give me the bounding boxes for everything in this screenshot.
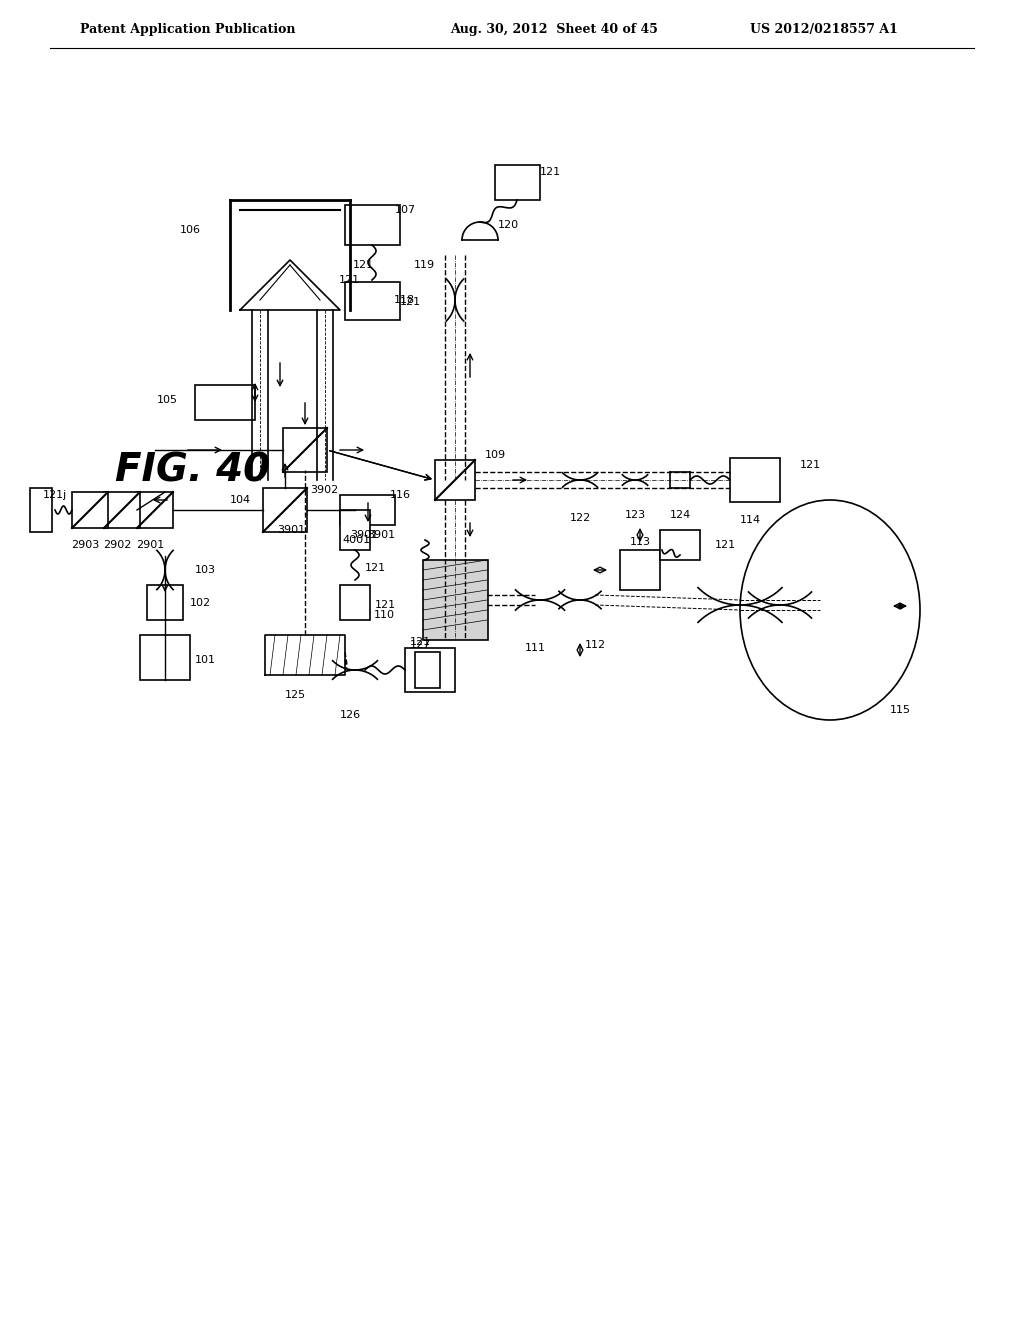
Bar — [340, 585, 370, 620]
Text: 114: 114 — [740, 515, 761, 525]
Polygon shape — [265, 635, 345, 675]
Text: 121: 121 — [353, 260, 374, 271]
Text: 104: 104 — [230, 495, 251, 506]
Bar — [30, 488, 52, 532]
Text: 2901: 2901 — [136, 540, 164, 550]
Text: 119: 119 — [414, 260, 435, 271]
Text: 3901: 3901 — [367, 531, 395, 540]
Text: 120: 120 — [498, 220, 519, 230]
Text: 121: 121 — [410, 638, 431, 647]
Text: FIG. 40: FIG. 40 — [115, 451, 270, 488]
Text: 125: 125 — [285, 690, 305, 700]
Text: 2903: 2903 — [71, 540, 99, 550]
Text: 4001: 4001 — [342, 535, 370, 545]
Text: 107: 107 — [395, 205, 416, 215]
Text: 3901: 3901 — [350, 531, 378, 540]
Text: 102: 102 — [190, 598, 211, 609]
Text: US 2012/0218557 A1: US 2012/0218557 A1 — [750, 24, 898, 37]
Text: Patent Application Publication: Patent Application Publication — [80, 24, 296, 37]
Text: 122: 122 — [569, 513, 591, 523]
Bar — [620, 550, 660, 590]
Text: 121: 121 — [375, 601, 396, 610]
Bar — [140, 635, 190, 680]
Bar — [345, 282, 400, 319]
Text: 121: 121 — [540, 168, 561, 177]
Bar — [72, 492, 108, 528]
Text: 124: 124 — [670, 510, 690, 520]
Text: 126: 126 — [339, 710, 360, 719]
Text: 121: 121 — [800, 459, 821, 470]
Bar — [137, 492, 173, 528]
Bar — [147, 585, 183, 620]
Bar — [660, 531, 700, 560]
Text: 123: 123 — [625, 510, 645, 520]
Text: 2902: 2902 — [102, 540, 131, 550]
Text: 121j: 121j — [43, 490, 68, 500]
Bar — [415, 652, 440, 688]
Bar — [730, 458, 780, 502]
Text: 121: 121 — [339, 275, 360, 285]
Text: 103: 103 — [195, 565, 216, 576]
Bar — [423, 560, 488, 640]
Bar — [345, 205, 400, 246]
Text: 3901: 3901 — [276, 525, 305, 535]
Bar — [406, 648, 455, 692]
Text: 3902: 3902 — [310, 484, 338, 495]
Text: 106: 106 — [179, 224, 201, 235]
Bar — [283, 428, 327, 473]
Bar — [195, 385, 255, 420]
Text: 105: 105 — [157, 395, 178, 405]
Text: 118: 118 — [394, 294, 415, 305]
Text: 121: 121 — [400, 297, 421, 308]
Polygon shape — [240, 260, 340, 310]
Text: 111: 111 — [524, 643, 546, 653]
Text: 127: 127 — [410, 640, 431, 649]
Text: 112: 112 — [585, 640, 606, 649]
Text: 116: 116 — [389, 490, 411, 500]
Text: 110: 110 — [374, 610, 395, 620]
Text: 101: 101 — [195, 655, 216, 665]
Text: 115: 115 — [890, 705, 911, 715]
Bar — [435, 459, 475, 500]
Text: 121: 121 — [365, 564, 386, 573]
Bar — [340, 510, 370, 550]
Bar — [495, 165, 540, 201]
Text: 121: 121 — [715, 540, 736, 550]
Text: 109: 109 — [485, 450, 506, 459]
Text: Aug. 30, 2012  Sheet 40 of 45: Aug. 30, 2012 Sheet 40 of 45 — [450, 24, 657, 37]
Text: 113: 113 — [630, 537, 650, 546]
Bar — [104, 492, 140, 528]
Bar — [263, 488, 307, 532]
Bar — [340, 495, 395, 525]
